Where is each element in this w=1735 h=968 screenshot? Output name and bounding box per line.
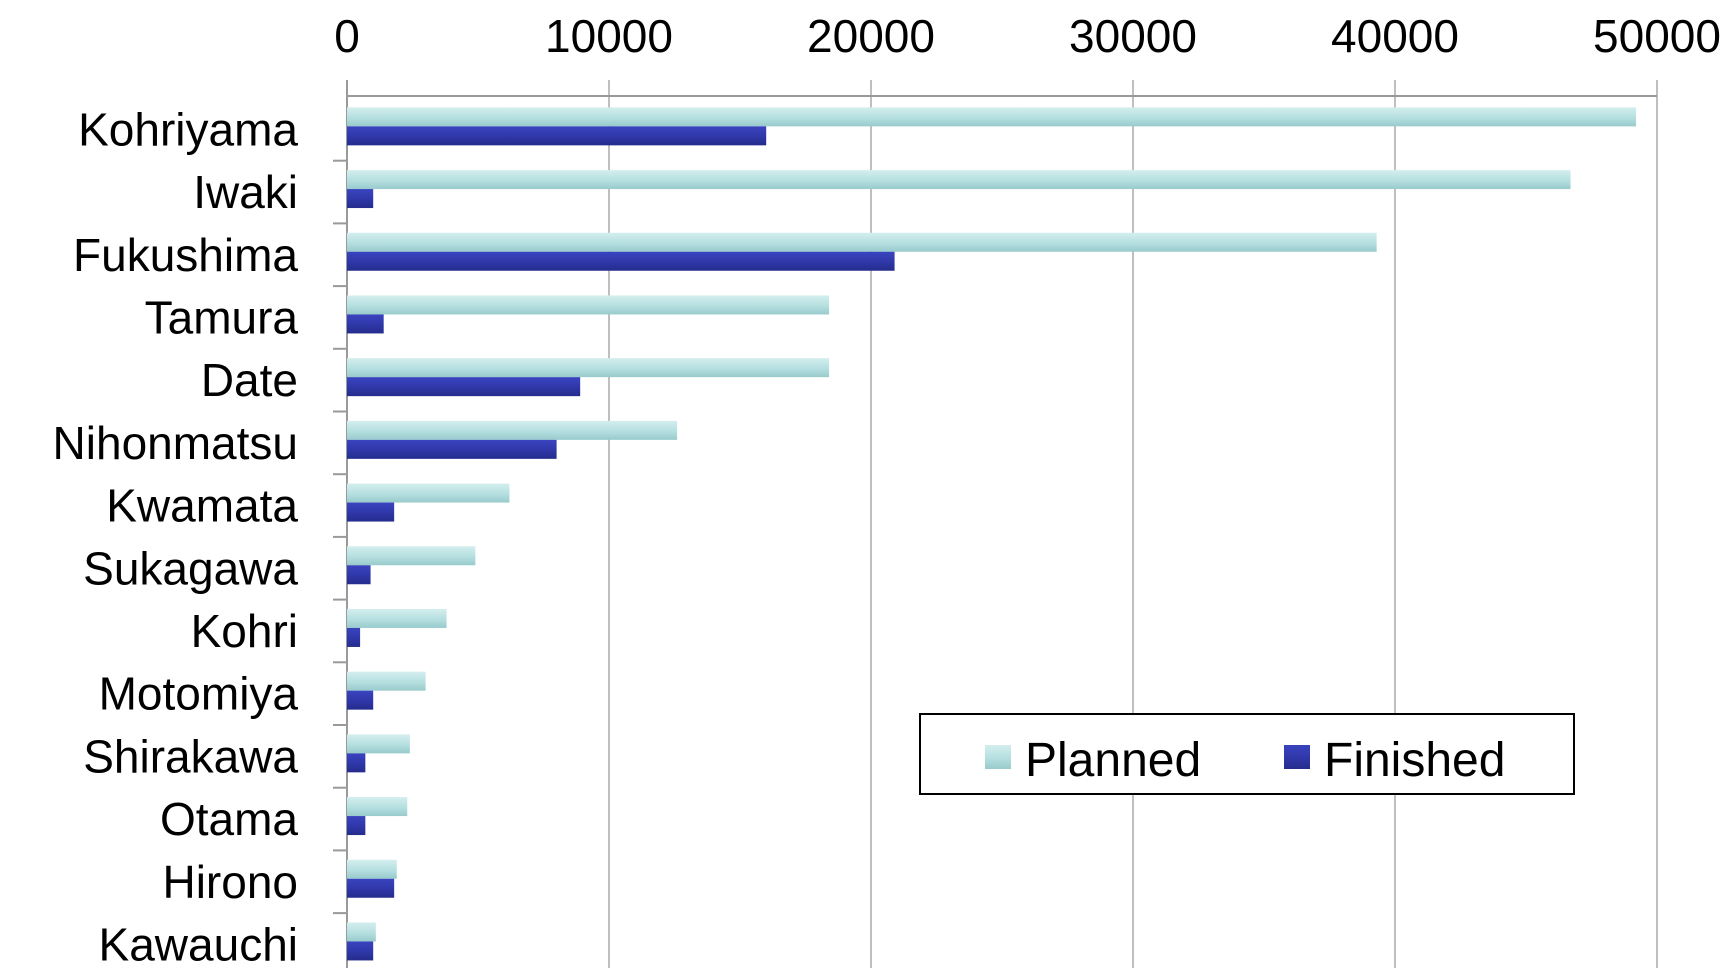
category-label: Hirono [162, 856, 298, 908]
category-label: Shirakawa [83, 730, 298, 782]
legend-label-finished: Finished [1324, 734, 1505, 787]
bar-planned [347, 671, 426, 691]
category-label: Fukushima [73, 229, 298, 281]
legend-swatch-planned [985, 745, 1011, 769]
labels: 0 10000 20000 30000 40000 50000 Kohriyama Iwaki… [53, 10, 1721, 968]
x-tick-label: 50000 [1593, 10, 1721, 62]
category-label: Nihonmatsu [53, 417, 298, 469]
bar-planned [347, 608, 447, 628]
bar-finished [347, 251, 895, 271]
bar-planned [347, 483, 510, 503]
category-label: Kohri [191, 605, 298, 657]
bar-finished [347, 502, 395, 522]
legend: Planned Finished [919, 713, 1575, 795]
bar-planned [347, 358, 830, 378]
bar-planned [347, 170, 1571, 190]
x-tick-label: 30000 [1069, 10, 1197, 62]
bar-finished [347, 565, 371, 585]
legend-label-planned: Planned [1025, 734, 1201, 787]
bar-planned [347, 734, 410, 754]
bar-planned [347, 420, 678, 440]
bar-planned [347, 546, 476, 566]
category-label: Date [201, 354, 298, 406]
bar-finished [347, 189, 374, 209]
bar-finished [347, 878, 395, 898]
legend-swatch-finished [1284, 745, 1310, 769]
bar-planned [347, 295, 830, 315]
bar-planned [347, 797, 408, 817]
category-label: Kohriyama [78, 103, 298, 155]
bar-planned [347, 232, 1377, 252]
bar-finished [347, 377, 581, 397]
axes [333, 80, 1657, 968]
category-label: Kawauchi [99, 918, 298, 968]
bar-finished [347, 941, 374, 961]
x-tick-label: 10000 [545, 10, 673, 62]
bar-finished [347, 126, 767, 146]
bar-finished [347, 439, 557, 459]
bar-finished [347, 753, 366, 773]
bars [347, 107, 1637, 961]
gridlines [608, 80, 1658, 968]
legend-box [919, 713, 1575, 795]
bar-finished [347, 690, 374, 710]
bar-planned [347, 859, 397, 879]
bar-finished [347, 816, 366, 836]
bar-planned [347, 922, 376, 942]
category-label: Kwamata [106, 480, 298, 532]
x-tick-label: 40000 [1331, 10, 1459, 62]
category-label: Sukagawa [83, 542, 298, 594]
category-label: Tamura [145, 291, 299, 343]
bar-finished [347, 627, 361, 647]
x-tick-label: 20000 [807, 10, 935, 62]
bar-planned [347, 107, 1637, 127]
category-label: Motomiya [99, 668, 299, 720]
category-label: Iwaki [193, 166, 298, 218]
x-tick-label: 0 [334, 10, 360, 62]
category-label: Otama [160, 793, 298, 845]
bar-finished [347, 314, 384, 334]
